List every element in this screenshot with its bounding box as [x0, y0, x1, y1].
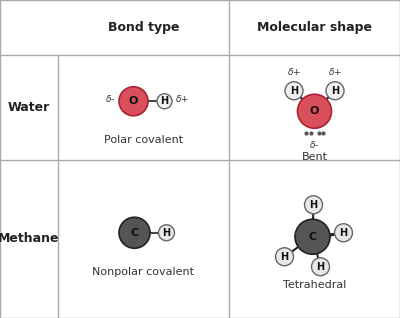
- Circle shape: [326, 82, 344, 100]
- Text: Polar covalent: Polar covalent: [104, 135, 183, 145]
- Text: O: O: [129, 96, 138, 106]
- Text: O: O: [310, 106, 319, 116]
- Text: Nonpolar covalent: Nonpolar covalent: [92, 267, 194, 277]
- Circle shape: [157, 94, 172, 109]
- Text: H: H: [331, 86, 339, 96]
- Text: H: H: [280, 252, 288, 262]
- Circle shape: [312, 258, 330, 276]
- Text: C: C: [130, 228, 138, 238]
- Text: H: H: [290, 86, 298, 96]
- Circle shape: [158, 225, 174, 241]
- Text: Bent: Bent: [302, 152, 328, 162]
- Text: Bond type: Bond type: [108, 21, 179, 34]
- Circle shape: [295, 219, 330, 254]
- Text: H: H: [316, 262, 324, 272]
- Circle shape: [334, 224, 352, 242]
- Text: Water: Water: [8, 101, 50, 114]
- Circle shape: [298, 94, 332, 128]
- Text: Molecular shape: Molecular shape: [257, 21, 372, 34]
- Circle shape: [119, 217, 150, 248]
- Text: H: H: [310, 200, 318, 210]
- Text: Tetrahedral: Tetrahedral: [283, 280, 346, 290]
- Circle shape: [119, 87, 148, 116]
- Text: H: H: [160, 96, 168, 106]
- Text: $\delta$-: $\delta$-: [309, 139, 320, 150]
- Circle shape: [304, 196, 322, 214]
- Text: $\delta$-: $\delta$-: [105, 93, 115, 104]
- Circle shape: [285, 82, 303, 100]
- Text: $\delta$+: $\delta$+: [328, 66, 342, 77]
- Text: $\delta$+: $\delta$+: [287, 66, 301, 77]
- Circle shape: [276, 248, 294, 266]
- Text: H: H: [340, 228, 348, 238]
- Text: C: C: [308, 232, 316, 242]
- Text: Methane: Methane: [0, 232, 60, 245]
- Text: H: H: [162, 228, 170, 238]
- Text: $\delta$+: $\delta$+: [175, 93, 189, 104]
